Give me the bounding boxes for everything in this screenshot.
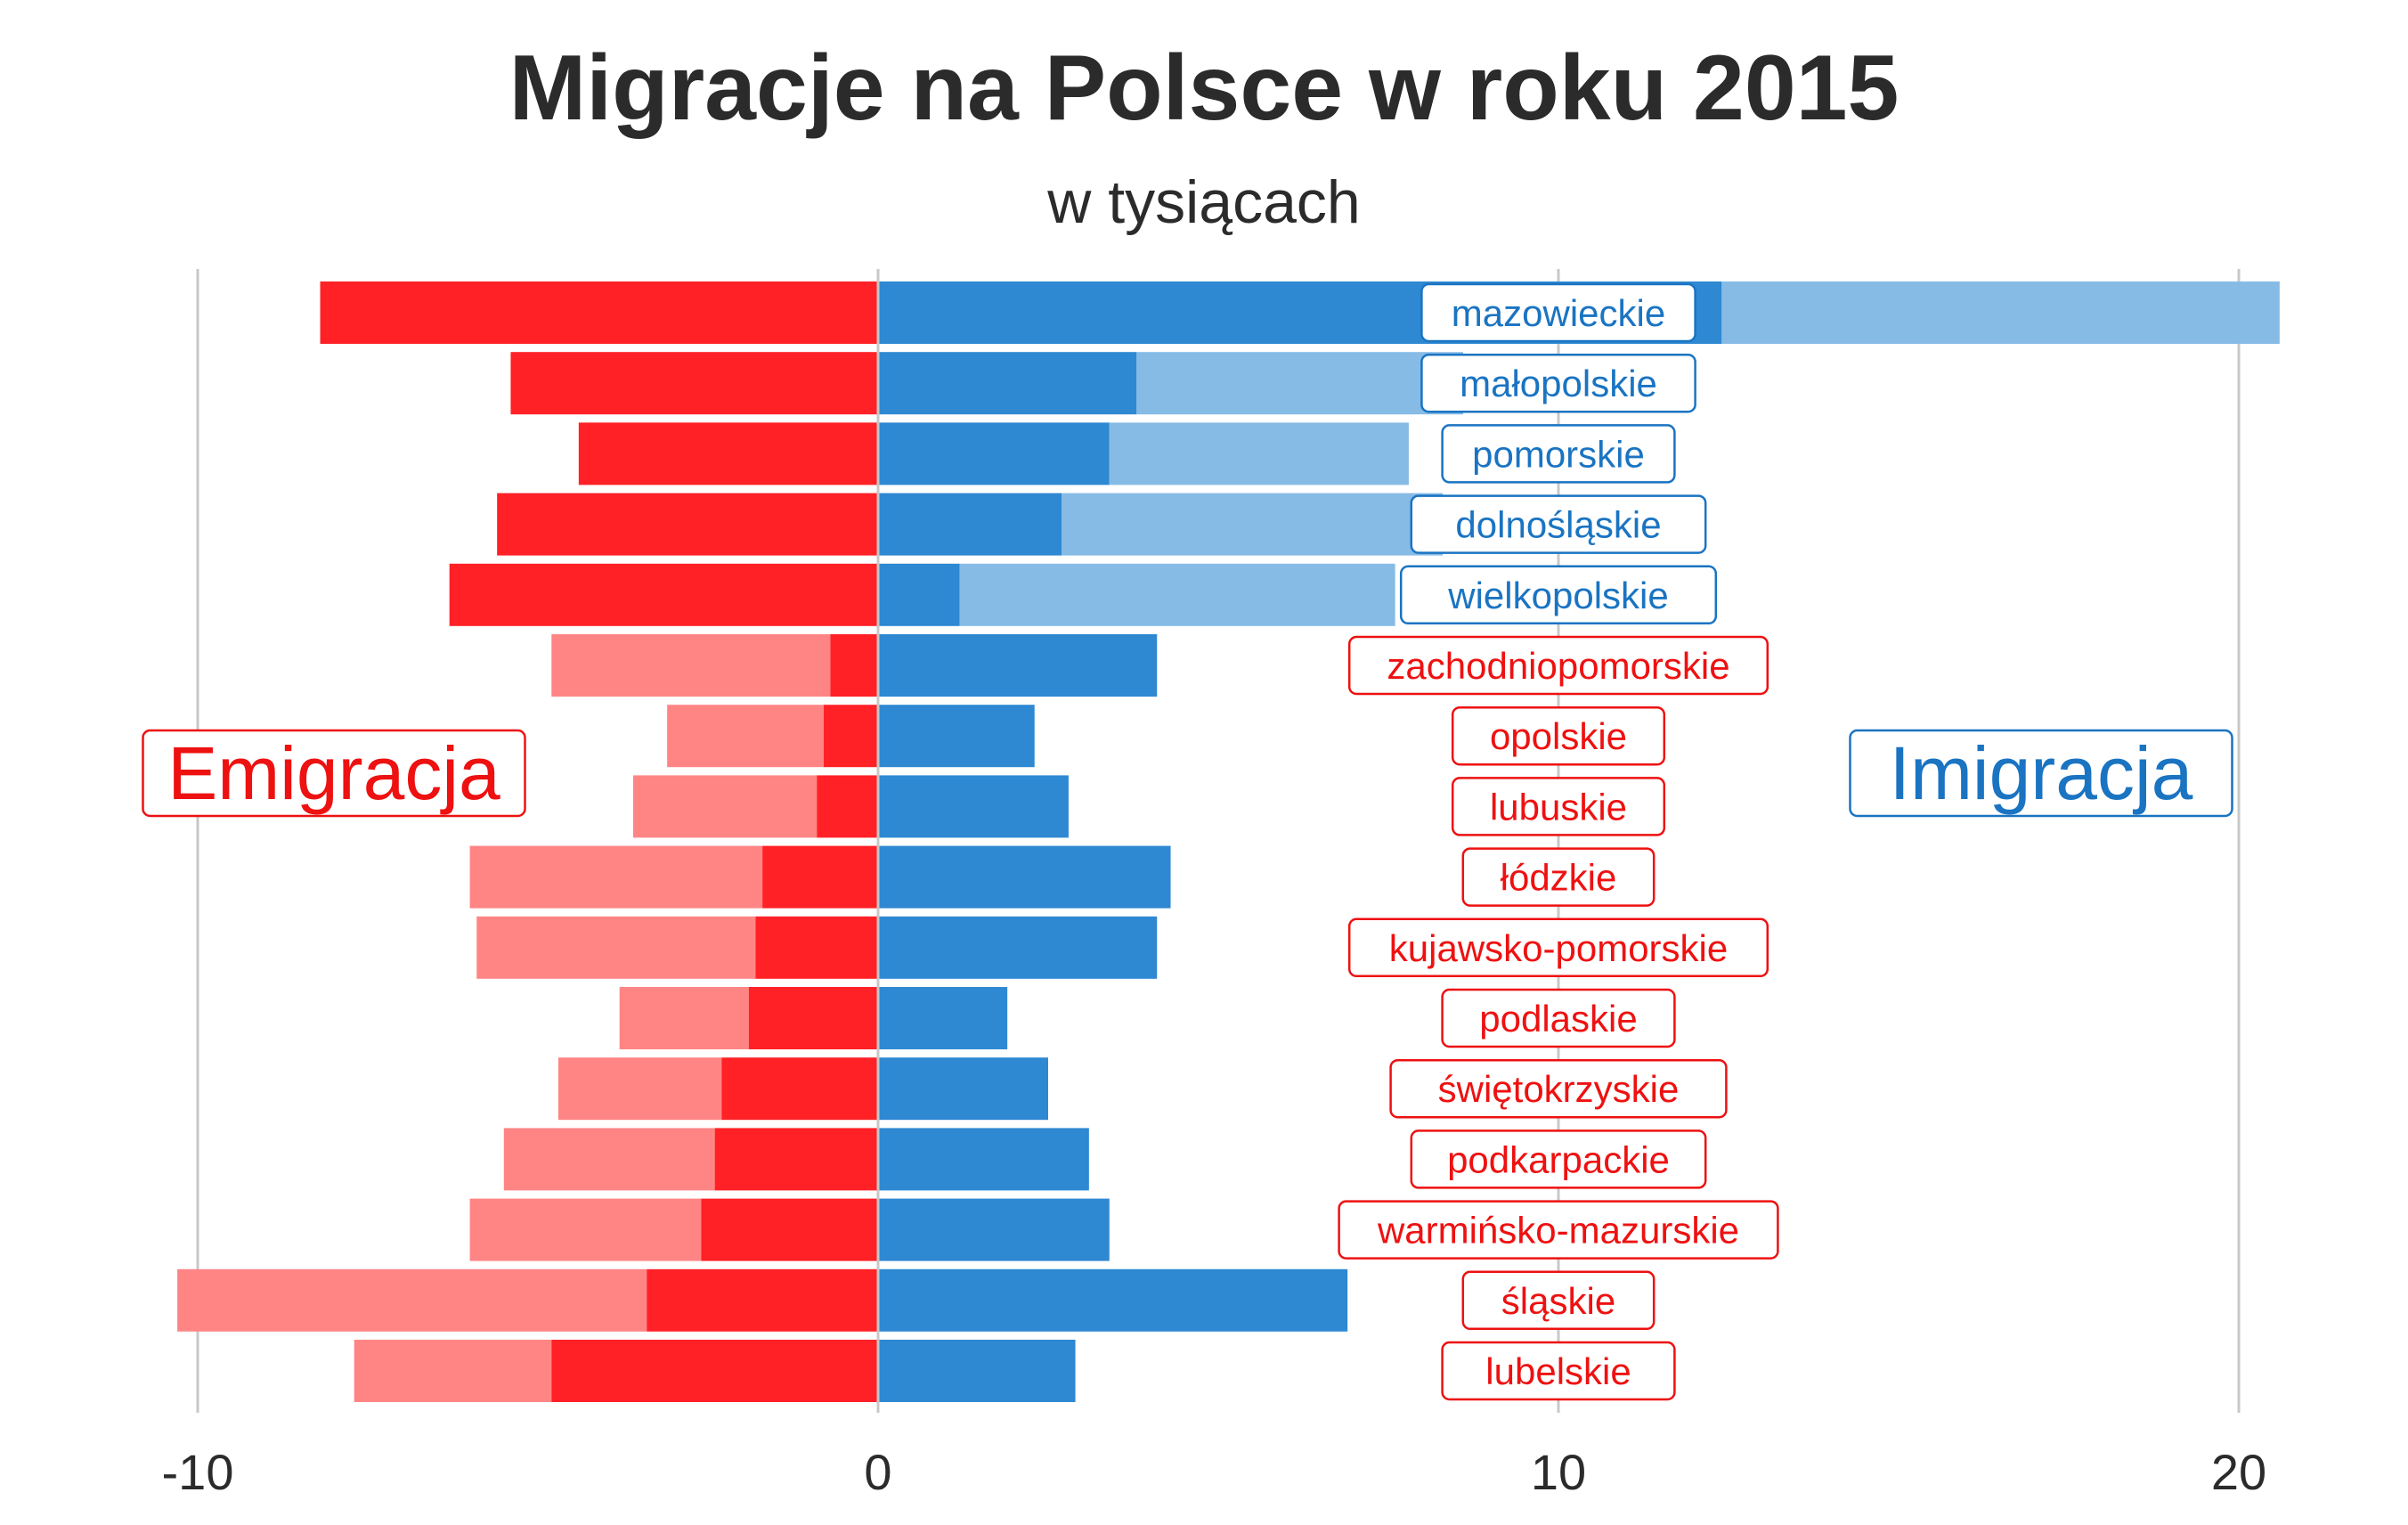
chart-subtitle: w tysiącach xyxy=(1047,168,1361,236)
emigration-bar-light xyxy=(476,916,756,979)
immigration-bar xyxy=(878,1340,1076,1402)
emigration-bar-light xyxy=(619,987,749,1049)
region-labels: mazowieckie małopolskie pomorskie dolnośląs… xyxy=(1338,282,1779,1401)
immigration-bar xyxy=(878,563,960,626)
immigration-bar xyxy=(878,845,1171,909)
region-label: dolnośląskie xyxy=(1455,504,1661,546)
chart-title: Migracje na Polsce w roku 2015 xyxy=(508,37,1900,140)
region-label: opolskie xyxy=(1490,715,1627,757)
region-label: małopolskie xyxy=(1460,363,1657,404)
region-label: wielkopolskie xyxy=(1447,575,1668,616)
immigration-label-box xyxy=(1849,729,2233,818)
immigration-bar xyxy=(878,987,1008,1049)
x-tick-label: -10 xyxy=(162,1444,234,1500)
emigration-bar xyxy=(647,1268,878,1332)
emigration-bar xyxy=(701,1198,878,1261)
immigration-bar xyxy=(878,634,1158,697)
immigration-bar xyxy=(878,352,1137,415)
emigration-bar xyxy=(510,352,878,415)
emigration-bar-light xyxy=(632,775,818,838)
region-label-box xyxy=(1441,988,1676,1048)
region-label-box xyxy=(1338,1200,1779,1260)
region-label-box xyxy=(1461,847,1656,907)
region-label-box xyxy=(1420,282,1696,343)
emigration-bar xyxy=(823,705,878,768)
region-label: podlaskie xyxy=(1479,998,1637,1040)
region-label: zachodniopomorskie xyxy=(1387,645,1729,687)
x-tick-label: 0 xyxy=(864,1444,891,1500)
emigration-bar-light xyxy=(667,705,824,768)
emigration-bar-light xyxy=(557,1057,722,1121)
region-label-box xyxy=(1410,494,1707,554)
emigration-bar xyxy=(830,634,878,697)
emigration-bar xyxy=(449,563,878,626)
emigration-label-box xyxy=(142,729,526,818)
emigration-bar-light xyxy=(503,1128,715,1191)
region-label-box xyxy=(1347,635,1769,696)
emigration-bar xyxy=(721,1057,878,1121)
immigration-bar xyxy=(878,493,1062,556)
region-label-box xyxy=(1451,777,1666,836)
immigration-label: Imigracja xyxy=(1890,731,2193,815)
immigration-bar xyxy=(878,1198,1110,1261)
emigration-bar xyxy=(762,845,878,909)
immigration-bar xyxy=(878,775,1069,838)
bars xyxy=(177,281,2280,1402)
emigration-bar xyxy=(551,1340,878,1402)
region-label-box xyxy=(1461,1270,1656,1331)
region-label-box xyxy=(1347,917,1769,978)
region-label: śląskie xyxy=(1501,1280,1615,1322)
region-label: łódzkie xyxy=(1501,857,1617,899)
immigration-bar-light xyxy=(959,563,1395,626)
emigration-bar xyxy=(817,775,878,838)
emigration-bar xyxy=(497,493,878,556)
immigration-bar xyxy=(878,422,1110,485)
emigration-bar-light xyxy=(469,1198,702,1261)
emigration-bar-light xyxy=(469,845,763,909)
immigration-bar xyxy=(878,705,1035,768)
emigration-bar xyxy=(748,987,878,1049)
region-label: lubuskie xyxy=(1490,786,1627,828)
immigration-bar-light xyxy=(1062,493,1444,556)
region-label: podkarpackie xyxy=(1447,1138,1670,1180)
emigration-bar xyxy=(714,1128,878,1191)
x-tick-label: 20 xyxy=(2211,1444,2266,1500)
region-label-box xyxy=(1389,1058,1728,1119)
region-label-box xyxy=(1420,353,1696,413)
region-label-box xyxy=(1399,565,1718,625)
region-label: kujawsko-pomorskie xyxy=(1389,927,1728,969)
immigration-bar-light xyxy=(1136,352,1464,415)
emigration-bar-light xyxy=(354,1340,552,1402)
immigration-bar xyxy=(878,1268,1348,1332)
region-label: lubelskie xyxy=(1485,1350,1631,1392)
immigration-bar xyxy=(878,1057,1048,1121)
region-label-box xyxy=(1410,1129,1707,1189)
emigration-label: Emigracja xyxy=(167,731,500,815)
region-label: pomorskie xyxy=(1472,433,1645,475)
emigration-bar xyxy=(578,422,878,485)
region-label-box xyxy=(1451,705,1666,766)
side-labels: Emigracja Imigracja xyxy=(142,729,2233,818)
region-label-box xyxy=(1441,1341,1676,1401)
immigration-bar-light xyxy=(1721,281,2280,344)
emigration-bar xyxy=(755,916,878,979)
immigration-bar xyxy=(878,1128,1089,1191)
x-axis-ticks: -10 0 10 20 xyxy=(162,1444,2267,1500)
emigration-bar-light xyxy=(551,634,831,697)
immigration-bar xyxy=(878,916,1158,979)
emigration-bar xyxy=(320,281,878,344)
region-label: mazowieckie xyxy=(1452,292,1665,334)
region-label: warmińsko-mazurskie xyxy=(1377,1210,1739,1252)
emigration-bar-light xyxy=(177,1268,647,1332)
x-tick-label: 10 xyxy=(1531,1444,1586,1500)
region-label: świętokrzyskie xyxy=(1438,1068,1680,1110)
immigration-bar-light xyxy=(1109,422,1409,485)
region-label-box xyxy=(1441,424,1676,484)
